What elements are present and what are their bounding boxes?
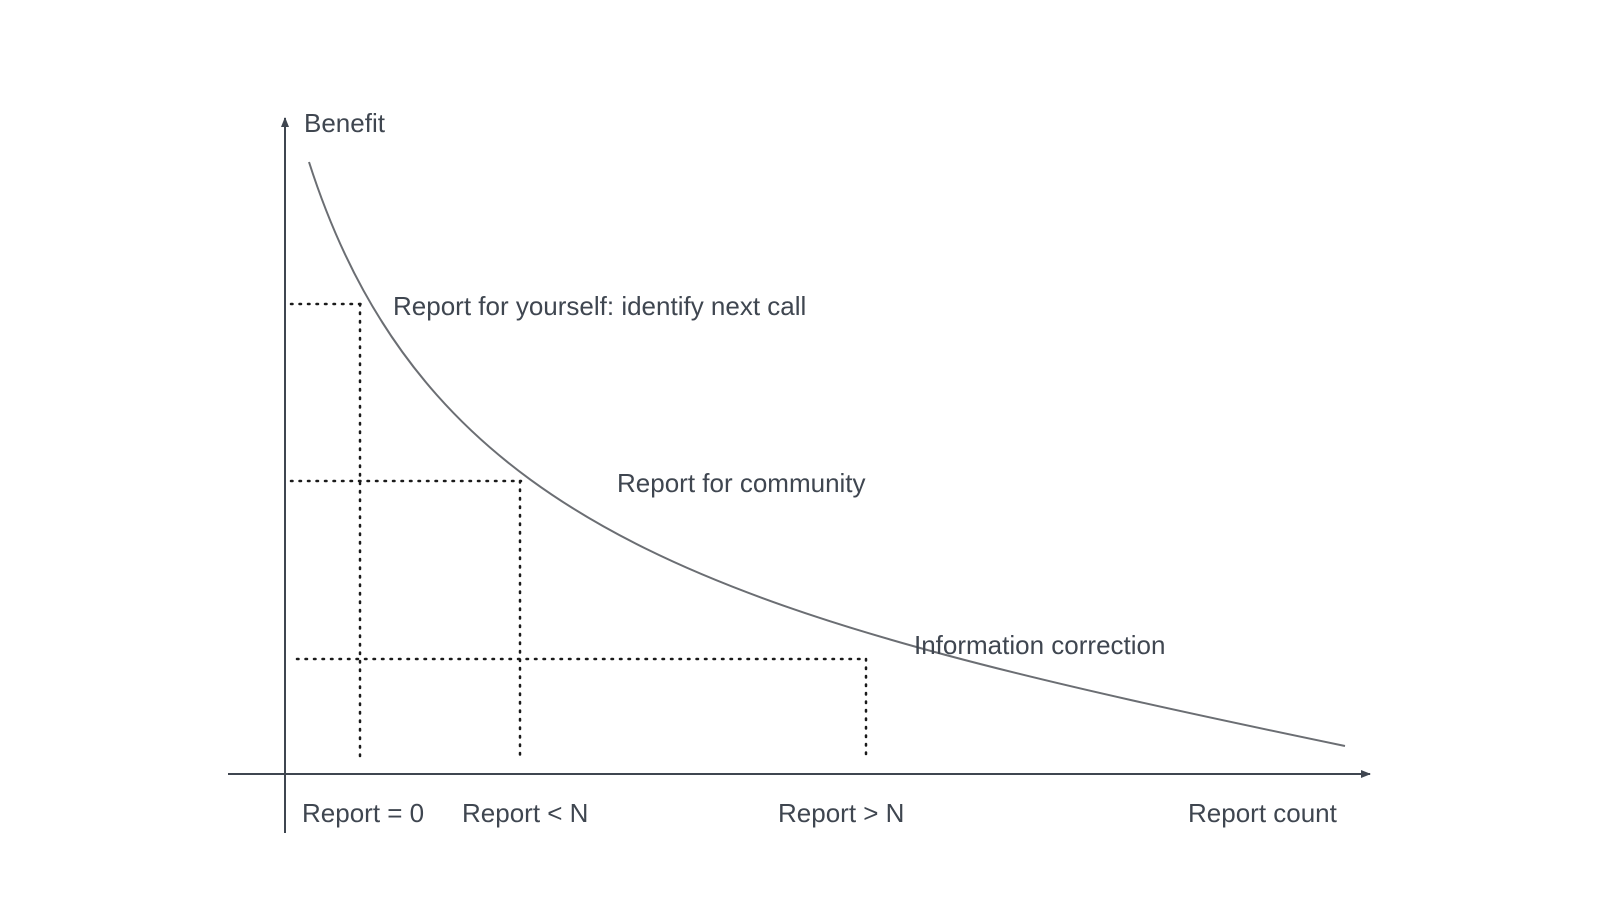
stage-label-community: Report for community [617, 468, 866, 498]
x-tick-report-less: Report < N [462, 798, 589, 828]
x-axis-label: Report count [1188, 798, 1337, 828]
y-axis-label: Benefit [304, 108, 385, 138]
benefit-curve [308, 161, 1346, 747]
stage-label-yourself: Report for yourself: identify next call [393, 291, 807, 321]
stage-label-correction: Information correction [914, 630, 1166, 660]
x-tick-report-zero: Report = 0 [302, 798, 425, 828]
x-tick-report-more: Report > N [778, 798, 905, 828]
